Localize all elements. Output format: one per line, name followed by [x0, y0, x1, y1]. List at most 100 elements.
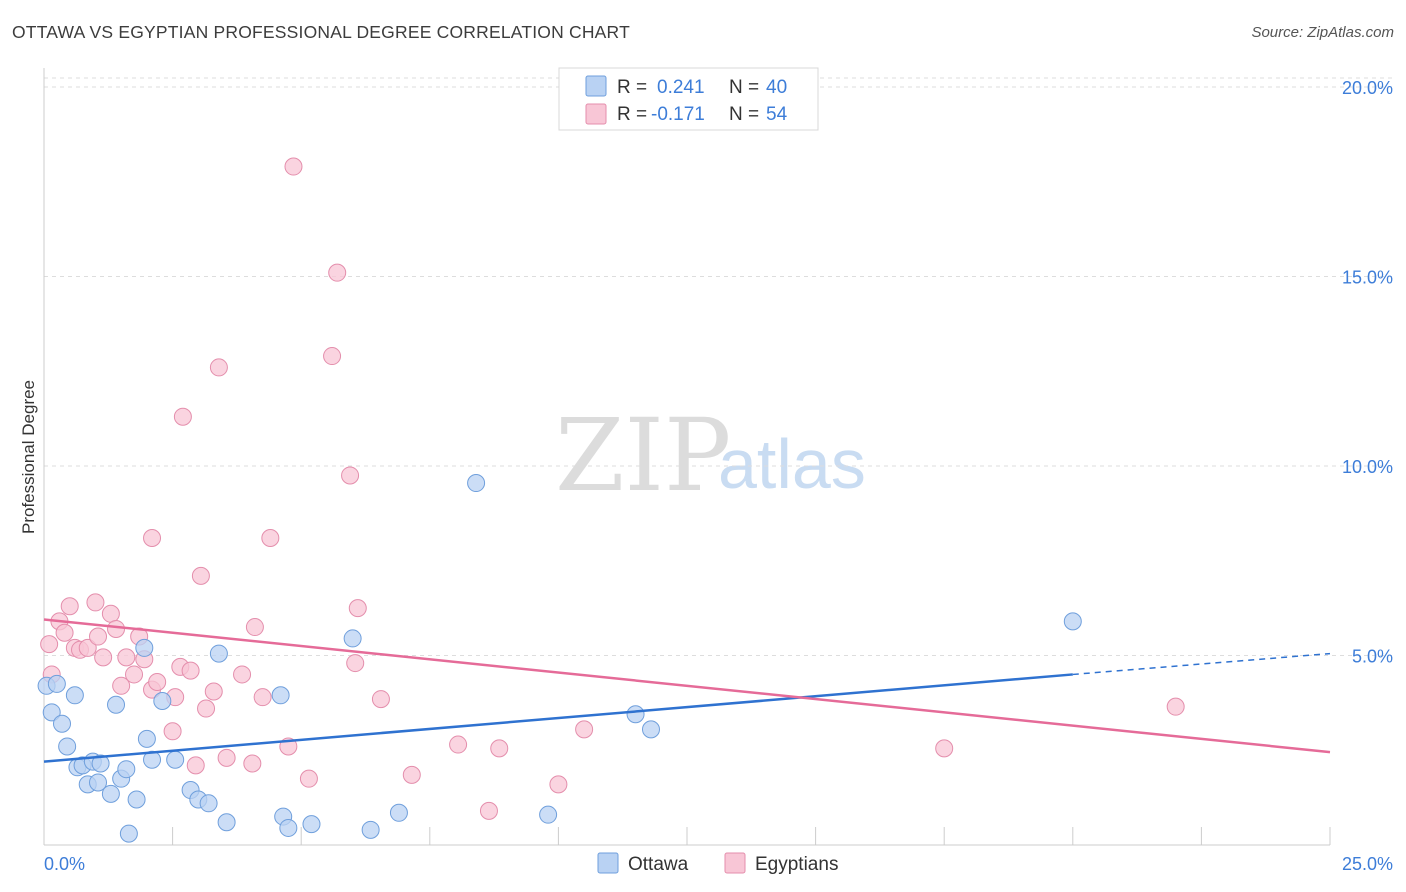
- egypt-point: [163, 722, 182, 741]
- y-tick-label: 5.0%: [1352, 646, 1393, 666]
- y-tick-label: 10.0%: [1342, 457, 1393, 477]
- chart-source: Source: ZipAtlas.com: [1251, 24, 1394, 41]
- egypt-point: [55, 623, 74, 642]
- egypt-point: [328, 263, 347, 282]
- ottawa-point: [127, 790, 146, 809]
- egypt-point: [86, 593, 105, 612]
- egypt-point: [1166, 697, 1185, 716]
- egypt-point: [117, 648, 136, 667]
- ottawa-point: [42, 703, 61, 722]
- ottawa-point: [47, 674, 66, 693]
- ottawa-point: [89, 773, 108, 792]
- egypt-point: [449, 735, 468, 754]
- ottawa-point: [135, 638, 154, 657]
- ottawa-point: [58, 737, 77, 756]
- ottawa-point: [65, 686, 84, 705]
- x-tick-label-left: 0.0%: [44, 854, 85, 874]
- egypt-point: [549, 775, 568, 794]
- egypt-point: [245, 618, 264, 637]
- ottawa-point: [166, 750, 185, 769]
- bottom-legend-egypt-swatch: [724, 852, 746, 874]
- legend-egypt-r-label: R =: [617, 104, 647, 125]
- egypt-point: [191, 566, 210, 585]
- ottawa-point: [467, 474, 486, 493]
- egypt-point: [94, 648, 113, 667]
- ottawa-point: [1063, 612, 1082, 631]
- egypt-point: [217, 748, 236, 767]
- ottawa-point: [117, 760, 136, 779]
- bottom-legend-egypt-label: Egyptians: [755, 854, 838, 875]
- egypt-point: [348, 599, 367, 618]
- x-tick-label-right: 25.0%: [1342, 854, 1393, 874]
- egypt-point: [78, 638, 97, 657]
- egypt-point: [479, 801, 498, 820]
- egypt-point: [341, 466, 360, 485]
- legend-ottawa-n-label: N =: [729, 77, 759, 98]
- bottom-legend-ottawa-label: Ottawa: [628, 854, 689, 875]
- egypt-point: [233, 665, 252, 684]
- ottawa-point: [539, 805, 558, 824]
- y-axis-label: Professional Degree: [19, 380, 38, 534]
- ottawa-point: [217, 813, 236, 832]
- egypt-point: [60, 597, 79, 616]
- ottawa-point: [209, 644, 228, 663]
- chart-title: OTTAWA VS EGYPTIAN PROFESSIONAL DEGREE C…: [12, 22, 630, 42]
- watermark-atlas: atlas: [718, 425, 866, 503]
- egypt-point: [89, 627, 108, 646]
- egypt-point: [186, 756, 205, 775]
- ottawa-point: [199, 794, 218, 813]
- ottawa-point: [153, 691, 172, 710]
- bottom-legend-ottawa-swatch: [597, 852, 619, 874]
- egypt-point: [101, 604, 120, 623]
- y-tick-label: 20.0%: [1342, 78, 1393, 98]
- egypt-point: [148, 673, 167, 692]
- y-tick-label: 15.0%: [1342, 267, 1393, 287]
- egypt-point: [173, 407, 192, 426]
- egypt-point: [243, 754, 262, 773]
- watermark-zip: ZIP: [555, 397, 731, 514]
- egypt-points: [40, 157, 1185, 820]
- egypt-point: [284, 157, 303, 176]
- egypt-point: [181, 661, 200, 680]
- egypt-point: [346, 654, 365, 673]
- egypt-point: [204, 682, 223, 701]
- legend-ottawa-r-label: R =: [617, 77, 647, 98]
- ottawa-point: [641, 720, 660, 739]
- ottawa-point: [91, 754, 110, 773]
- egypt-point: [143, 528, 162, 547]
- ottawa-point: [302, 815, 321, 834]
- legend-ottawa-swatch: [585, 75, 607, 97]
- egypt-point: [112, 676, 131, 695]
- egypt-point: [40, 635, 59, 654]
- egypt-point: [299, 769, 318, 788]
- trend-lines: [43, 618, 1331, 763]
- egypt-point: [575, 720, 594, 739]
- ottawa-point: [279, 818, 298, 837]
- egypt-point: [107, 619, 126, 638]
- egypt-point: [209, 358, 228, 377]
- legend-egypt-swatch: [585, 103, 607, 125]
- egypt-point: [935, 739, 954, 758]
- ottawa-point: [101, 784, 120, 803]
- ottawa-point: [626, 705, 645, 724]
- ottawa-point: [343, 629, 362, 648]
- ottawa-point: [137, 729, 156, 748]
- ottawa-point: [119, 824, 138, 843]
- ottawa-trend-extension: [1072, 652, 1331, 676]
- egypt-point: [490, 739, 509, 758]
- legend-ottawa-n-value: 40: [766, 77, 787, 98]
- egypt-point: [261, 528, 280, 547]
- egypt-point: [125, 665, 144, 684]
- egypt-point: [197, 699, 216, 718]
- ottawa-points: [37, 474, 1082, 843]
- ottawa-point: [107, 695, 126, 714]
- ottawa-point: [271, 686, 290, 705]
- egypt-point: [402, 765, 421, 784]
- tick-labels: 5.0% 10.0% 15.0% 20.0% 0.0% 25.0%: [44, 78, 1393, 874]
- egypt-point: [323, 347, 342, 366]
- ottawa-point: [53, 714, 72, 733]
- top-legend: R = 0.241 N = 40 R = -0.171 N = 54: [558, 67, 819, 131]
- legend-ottawa-r-value: 0.241: [657, 77, 705, 98]
- bottom-legend: Ottawa Egyptians: [597, 852, 838, 875]
